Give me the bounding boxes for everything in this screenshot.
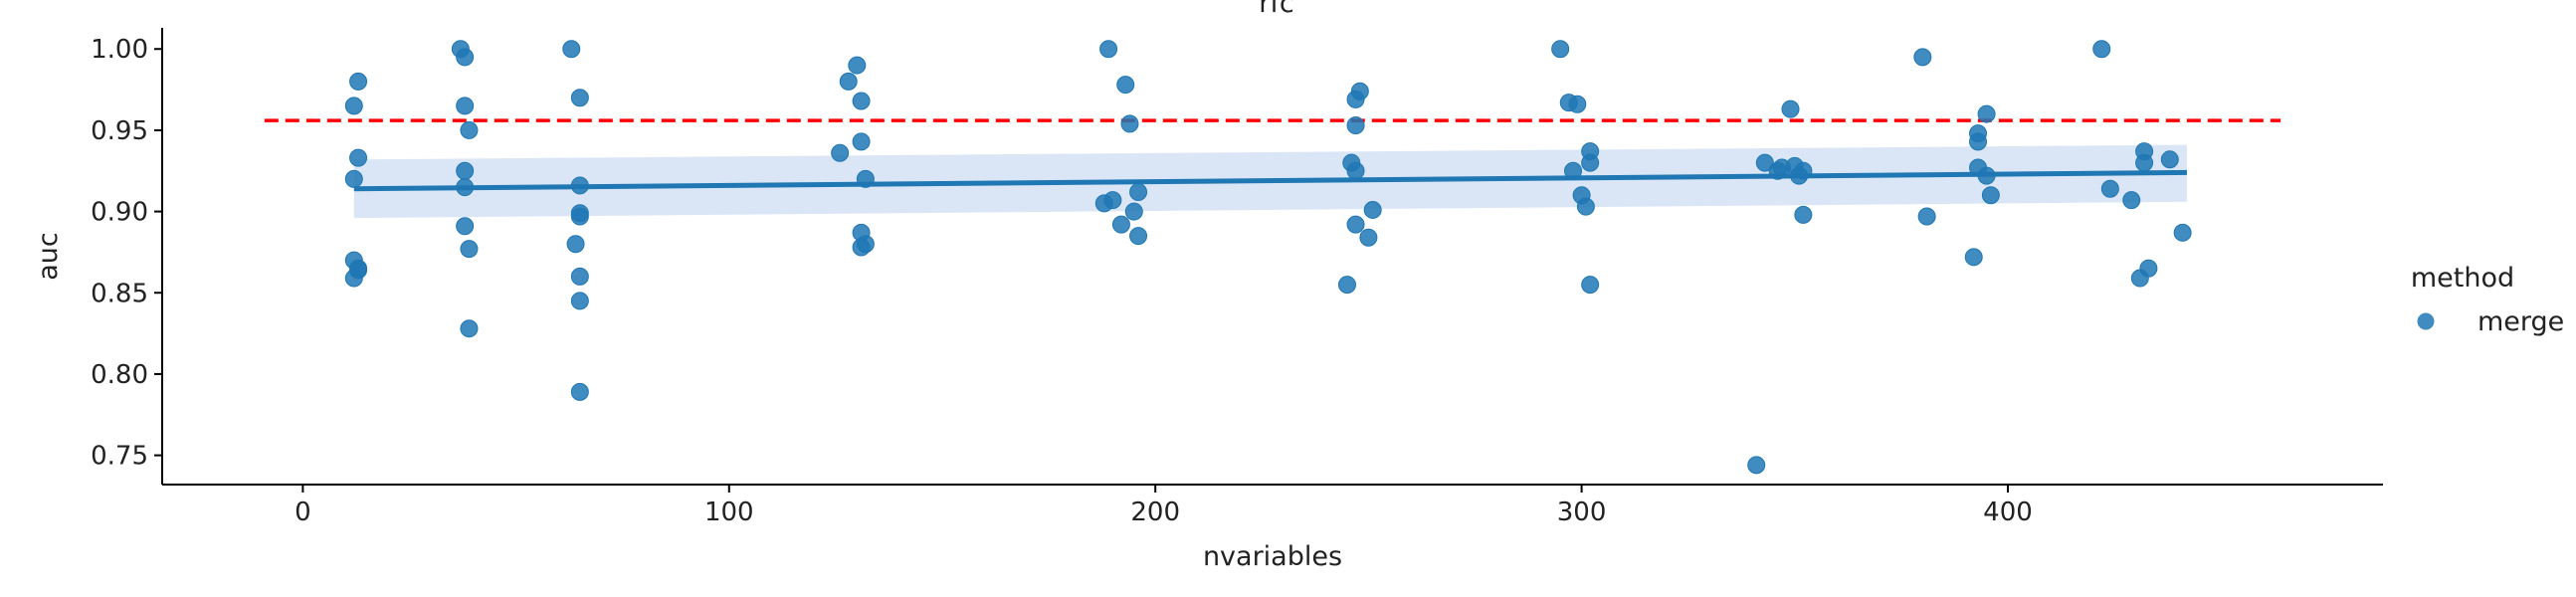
data-point (1564, 161, 1583, 180)
data-point (562, 40, 581, 59)
data-point (1781, 100, 1800, 118)
data-point (456, 217, 475, 236)
data-point (570, 207, 589, 226)
y-ticks: 0.75 0.80 0.85 0.90 0.95 1.00 (91, 35, 162, 472)
y-tick-label: 0.85 (91, 279, 148, 308)
data-point (1964, 248, 1983, 267)
data-point (1346, 215, 1365, 234)
data-point (349, 72, 368, 91)
data-point (1576, 197, 1595, 216)
data-point (1794, 161, 1813, 180)
data-point (570, 267, 589, 286)
data-point (456, 48, 475, 67)
data-point (1120, 114, 1139, 133)
data-point (2160, 150, 2179, 169)
data-point (1581, 153, 1600, 172)
data-point (1116, 76, 1135, 95)
data-point (349, 148, 368, 167)
data-point (1969, 132, 1988, 151)
data-point (1568, 95, 1587, 113)
y-tick-label: 0.75 (91, 442, 148, 472)
data-point (1099, 40, 1118, 59)
y-axis-label: auc (33, 232, 64, 281)
y-tick-label: 0.90 (91, 198, 148, 228)
data-point (1981, 186, 2000, 205)
data-point (460, 319, 479, 338)
data-point (856, 235, 875, 254)
y-tick-label: 1.00 (91, 35, 148, 65)
data-point (1129, 182, 1148, 201)
data-point (1977, 166, 1996, 185)
data-point (831, 143, 850, 162)
data-point (1129, 227, 1148, 246)
x-tick-label: 400 (1983, 498, 2033, 527)
data-point (1346, 161, 1365, 180)
data-point (570, 382, 589, 401)
data-point (456, 97, 475, 115)
data-point (1111, 215, 1130, 234)
data-point (456, 178, 475, 197)
legend: method merge (2411, 263, 2564, 337)
data-point (1103, 191, 1122, 210)
axes: 0 100 200 300 400 0.75 0.80 0.85 0.90 0.95 1.00 (91, 28, 2383, 527)
data-point (1346, 116, 1365, 135)
x-axis-label: nvariables (1203, 541, 1342, 572)
legend-marker (2417, 312, 2435, 330)
data-point (1350, 82, 1369, 100)
data-point (344, 97, 363, 115)
x-tick-label: 100 (704, 498, 754, 527)
data-point (566, 235, 585, 254)
legend-label: merge (2477, 306, 2564, 337)
data-point (2139, 259, 2158, 278)
data-point (1581, 276, 1600, 295)
x-ticks: 0 100 200 300 400 (295, 485, 2033, 527)
data-point (1977, 104, 1996, 123)
data-point (2100, 179, 2119, 198)
data-point (344, 169, 363, 188)
data-point (1913, 48, 1932, 67)
chart-title: rfc (1259, 0, 1293, 19)
x-tick-label: 300 (1557, 498, 1607, 527)
data-point (2173, 223, 2192, 242)
data-point (460, 120, 479, 139)
data-point (2092, 40, 2111, 59)
data-point (570, 89, 589, 107)
data-point (349, 261, 368, 280)
data-point (1359, 228, 1378, 247)
data-point (1124, 202, 1143, 221)
data-point (852, 132, 871, 151)
x-tick-label: 0 (295, 498, 311, 527)
data-point (852, 92, 871, 110)
data-point (2122, 191, 2141, 210)
data-point (1755, 153, 1774, 172)
data-point (570, 292, 589, 310)
y-tick-label: 0.80 (91, 360, 148, 390)
data-point (839, 72, 858, 91)
plot-area (264, 40, 2281, 475)
data-points (344, 40, 2192, 475)
data-point (1337, 276, 1356, 295)
data-point (1917, 207, 1936, 226)
x-tick-label: 200 (1130, 498, 1180, 527)
data-point (2135, 153, 2154, 172)
data-point (1747, 456, 1766, 475)
data-point (1363, 200, 1382, 219)
data-point (460, 240, 479, 259)
regression-line (353, 169, 2187, 192)
data-point (848, 56, 867, 75)
data-point (856, 169, 875, 188)
data-point (1551, 40, 1570, 59)
data-point (570, 176, 589, 195)
data-point (456, 161, 475, 180)
y-tick-label: 0.95 (91, 116, 148, 146)
data-point (1794, 205, 1813, 224)
legend-title: method (2411, 263, 2514, 294)
